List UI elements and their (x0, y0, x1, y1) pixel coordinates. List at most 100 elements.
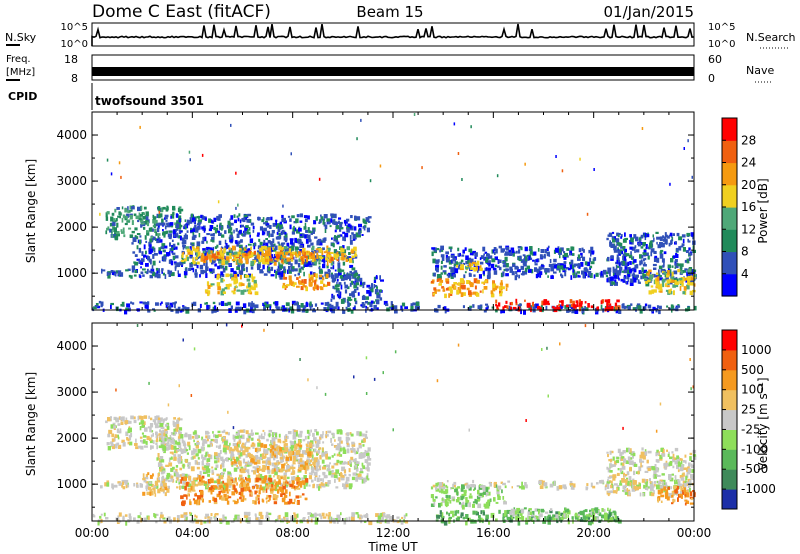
scatter-cell (316, 431, 319, 436)
scatter-cell (228, 457, 230, 460)
scatter-cell (321, 257, 326, 262)
scatter-cell (283, 260, 288, 264)
scatter-cell (168, 485, 170, 489)
scatter-cell (314, 520, 318, 525)
scatter-cell (336, 281, 338, 286)
scatter-cell (165, 464, 169, 467)
scatter-cell (232, 434, 235, 440)
scatter-cell (261, 259, 265, 264)
scatter-cell (520, 303, 522, 306)
scatter-cell (181, 242, 184, 245)
scatter-cell (140, 416, 144, 421)
scatter-cell (193, 449, 197, 452)
scatter-cell (518, 274, 520, 279)
scatter-cell (166, 222, 170, 225)
scatter-cell (209, 268, 213, 272)
scatter-cell (190, 485, 193, 491)
colorbar-tick-label: 12 (741, 222, 756, 236)
scatter-cell (433, 287, 437, 291)
scatter-cell (235, 306, 240, 310)
scatter-cell (483, 253, 485, 256)
scatter-cell (135, 438, 137, 443)
scatter-cell (364, 449, 367, 455)
scatter-cell (282, 217, 286, 222)
scatter-cell (637, 305, 642, 310)
scatter-cell (255, 474, 259, 480)
scatter-cell (283, 273, 285, 278)
scatter-cell (531, 269, 534, 274)
scatter-cell (330, 256, 334, 262)
scatter-cell (140, 258, 145, 262)
scatter-cell (172, 432, 175, 435)
scatter-cell (280, 493, 283, 497)
scatter-cell (267, 512, 272, 516)
scatter-cell (293, 225, 295, 231)
scatter-cell (536, 305, 541, 310)
scatter-cell (321, 453, 324, 456)
scatter-cell (197, 256, 201, 259)
scatter-cell (271, 309, 276, 314)
scatter-cell (182, 439, 184, 444)
scatter-cell (268, 233, 270, 238)
scatter-cell (171, 451, 174, 455)
scatter-cell (367, 301, 371, 305)
scatter-cell (214, 246, 218, 249)
scatter-cell (629, 246, 633, 250)
scatter-cell (331, 455, 334, 458)
scatter-cell (201, 498, 204, 503)
scatter-cell (241, 264, 245, 269)
scatter-cell (227, 274, 230, 277)
scatter-cell (140, 260, 144, 265)
scatter-cell (254, 455, 258, 458)
scatter-cell (308, 230, 312, 234)
scatter-cell (487, 253, 490, 258)
scatter-cell (400, 305, 403, 311)
scatter-cell (352, 472, 357, 476)
scatter-cell (335, 469, 340, 474)
scatter-cell (107, 274, 111, 279)
scatter-cell (505, 283, 509, 288)
scatter-cell (274, 444, 278, 447)
scatter-cell (194, 274, 198, 278)
scatter-cell (152, 260, 156, 266)
scatter-cell (165, 219, 168, 222)
scatter-cell (580, 252, 583, 256)
scatter-cell (210, 233, 215, 237)
scatter-cell (309, 271, 313, 276)
scatter-cell (124, 514, 128, 517)
nsky-strip: N.Sky 10^5 10^0 10^5 10^0 N.Search (5, 22, 796, 50)
scatter-cell (351, 512, 355, 517)
scatter-cell (455, 261, 458, 266)
scatter-cell (317, 240, 321, 244)
scatter-cell (256, 263, 261, 268)
scatter-cell (653, 289, 657, 293)
scatter-cell (99, 515, 102, 519)
scatter-cell (683, 270, 687, 273)
scatter-cell (343, 484, 348, 490)
scatter-cell (363, 437, 366, 443)
scatter-cell (556, 307, 561, 310)
scatter-cell (400, 520, 404, 525)
scatter-cell (288, 480, 291, 485)
scatter-cell (187, 462, 191, 466)
scatter-cell (512, 252, 515, 257)
scatter-cell (457, 247, 460, 252)
scatter-cell (635, 264, 639, 269)
scatter-cell (310, 514, 314, 517)
scatter-cell (114, 208, 117, 213)
scatter-cell (314, 279, 317, 283)
scatter-cell (195, 453, 199, 457)
scatter-cell (614, 236, 616, 240)
scatter-cell (361, 440, 365, 443)
scatter-cell (482, 246, 486, 252)
scatter-cell (254, 490, 257, 495)
scatter-cell (318, 248, 323, 253)
scatter-cell (218, 445, 221, 449)
scatter-cell (367, 452, 370, 457)
scatter-cell (220, 481, 223, 484)
scatter-cell (580, 301, 583, 304)
scatter-cell (558, 303, 561, 307)
scatter-cell (153, 513, 155, 517)
scatter-cell (146, 482, 149, 487)
scatter-cell (331, 308, 335, 314)
